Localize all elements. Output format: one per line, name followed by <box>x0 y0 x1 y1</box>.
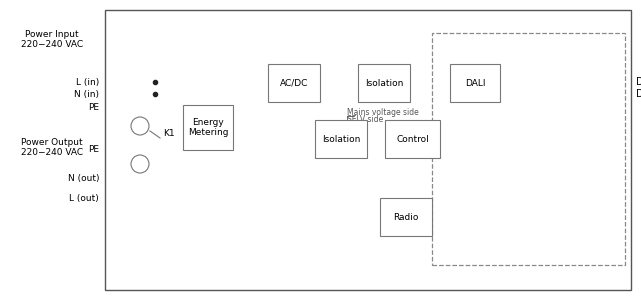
Text: Power Input
220−240 VAC: Power Input 220−240 VAC <box>21 30 83 49</box>
Text: N (in): N (in) <box>74 89 99 99</box>
Bar <box>385 120 440 158</box>
Bar <box>268 64 320 102</box>
Text: Control: Control <box>396 134 429 144</box>
Bar <box>315 120 367 158</box>
Text: L (in): L (in) <box>76 77 99 86</box>
Text: DA+: DA+ <box>636 77 641 87</box>
Text: DA-: DA- <box>636 89 641 99</box>
Text: Power Output
220−240 VAC: Power Output 220−240 VAC <box>21 138 83 157</box>
Bar <box>432 33 625 265</box>
Text: N (out): N (out) <box>67 173 99 182</box>
Text: K1: K1 <box>163 128 174 137</box>
Text: Energy
Metering: Energy Metering <box>188 118 228 137</box>
Bar <box>358 64 410 102</box>
Bar <box>105 10 631 290</box>
Text: PE: PE <box>88 103 99 113</box>
Bar <box>450 64 500 102</box>
Text: DALI: DALI <box>465 78 485 88</box>
Text: Mains voltage side: Mains voltage side <box>347 108 419 117</box>
Bar <box>380 198 432 236</box>
Text: PE: PE <box>88 145 99 154</box>
Text: Isolation: Isolation <box>322 134 360 144</box>
Bar <box>183 105 233 150</box>
Text: L (out): L (out) <box>69 193 99 203</box>
Text: SELV side: SELV side <box>347 115 383 124</box>
Text: Isolation: Isolation <box>365 78 403 88</box>
Text: Radio: Radio <box>394 212 419 221</box>
Text: AC/DC: AC/DC <box>280 78 308 88</box>
